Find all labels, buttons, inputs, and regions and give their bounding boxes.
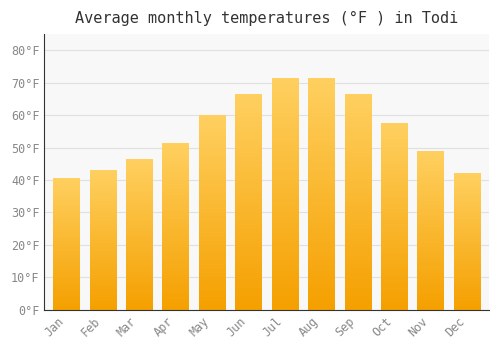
Title: Average monthly temperatures (°F ) in Todi: Average monthly temperatures (°F ) in To…	[75, 11, 458, 26]
